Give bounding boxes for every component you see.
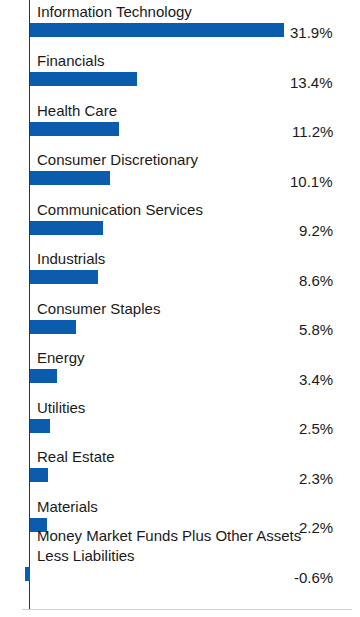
svg-text:11.2%: 11.2% (292, 123, 333, 140)
svg-text:13.4%: 13.4% (290, 74, 333, 91)
svg-text:Communication Services: Communication Services (37, 201, 203, 218)
svg-text:10.1%: 10.1% (290, 173, 333, 190)
svg-text:Money Market Funds Plus Other: Money Market Funds Plus Other AssetsLess… (37, 527, 301, 564)
svg-text:Consumer Staples: Consumer Staples (37, 300, 160, 317)
svg-text:5.8%: 5.8% (299, 321, 333, 338)
svg-text:Consumer Discretionary: Consumer Discretionary (37, 151, 198, 168)
svg-text:2.3%: 2.3% (299, 470, 333, 487)
svg-text:Real Estate: Real Estate (37, 448, 115, 465)
svg-text:Materials: Materials (37, 498, 98, 515)
svg-text:Financials: Financials (37, 52, 105, 69)
svg-text:2.5%: 2.5% (299, 420, 333, 437)
svg-text:Information Technology: Information Technology (37, 3, 192, 20)
svg-text:-0.6%: -0.6% (294, 569, 333, 586)
svg-text:Health Care: Health Care (37, 102, 117, 119)
svg-text:31.9%: 31.9% (290, 24, 333, 41)
svg-text:Utilities: Utilities (37, 399, 85, 416)
svg-text:8.6%: 8.6% (299, 272, 333, 289)
svg-text:Energy: Energy (37, 349, 85, 366)
svg-text:2.2%: 2.2% (299, 519, 333, 536)
svg-text:3.4%: 3.4% (299, 371, 333, 388)
svg-text:Industrials: Industrials (37, 250, 105, 267)
svg-text:9.2%: 9.2% (299, 222, 333, 239)
